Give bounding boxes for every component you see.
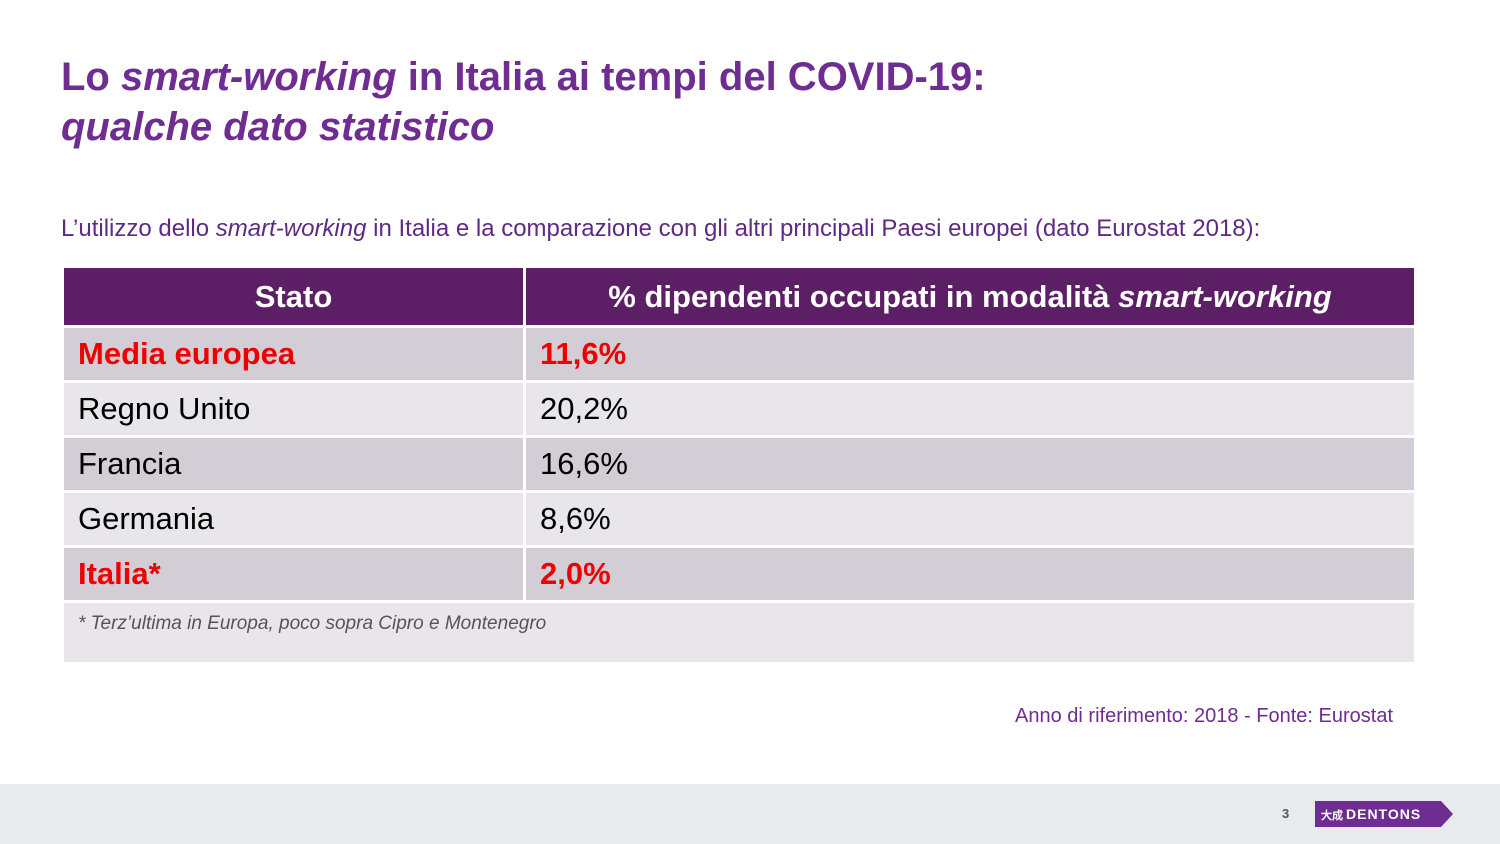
title-line-1: Lo smart-working in Italia ai tempi del … xyxy=(61,52,986,102)
cell-stato: Italia* xyxy=(61,545,526,603)
table-row: Italia* 2,0% xyxy=(61,545,1417,603)
cell-percent: 8,6% xyxy=(523,490,1417,548)
cell-stato: Germania xyxy=(61,490,526,548)
table-footnote: * Terz’ultima in Europa, poco sopra Cipr… xyxy=(61,600,1417,665)
logo-chinese-text: 大成 xyxy=(1321,808,1343,822)
table-row: Germania 8,6% xyxy=(61,490,1417,548)
page-number: 3 xyxy=(1282,806,1290,821)
cell-percent: 20,2% xyxy=(523,380,1417,438)
logo-text: DENTONS xyxy=(1346,806,1421,822)
cell-percent: 16,6% xyxy=(523,435,1417,493)
title-italic-term: smart-working xyxy=(120,55,397,99)
cell-stato: Francia xyxy=(61,435,526,493)
dentons-logo: 大成 DENTONS xyxy=(1315,801,1453,827)
cell-percent: 2,0% xyxy=(523,545,1417,603)
source-note: Anno di riferimento: 2018 - Fonte: Euros… xyxy=(1015,705,1393,727)
header-percent-text: % dipendenti occupati in modalità xyxy=(608,278,1119,314)
table-note-row: * Terz’ultima in Europa, poco sopra Cipr… xyxy=(61,600,1417,665)
dentons-logo-shape: 大成 DENTONS xyxy=(1315,801,1453,827)
cell-stato: Media europea xyxy=(61,325,526,383)
header-percent: % dipendenti occupati in modalità smart-… xyxy=(523,265,1417,328)
table-row: Media europea 11,6% xyxy=(61,325,1417,383)
table-row: Francia 16,6% xyxy=(61,435,1417,493)
title-text-2: in Italia ai tempi del COVID-19: xyxy=(396,55,986,99)
title-line-2: qualche dato statistico xyxy=(61,105,495,149)
table-header-row: Stato % dipendenti occupati in modalità … xyxy=(61,265,1417,328)
intro-text-1: L’utilizzo dello xyxy=(61,215,216,242)
slide-title: Lo smart-working in Italia ai tempi del … xyxy=(61,52,986,152)
title-text-1: Lo xyxy=(61,55,121,99)
header-stato: Stato xyxy=(61,265,526,328)
cell-percent: 11,6% xyxy=(523,325,1417,383)
intro-text: L’utilizzo dello smart-working in Italia… xyxy=(61,212,1260,246)
slide-footer: 3 大成 DENTONS xyxy=(0,784,1500,844)
intro-text-2: in Italia e la comparazione con gli altr… xyxy=(366,215,1261,242)
table-row: Regno Unito 20,2% xyxy=(61,380,1417,438)
intro-italic-term: smart-working xyxy=(215,215,367,242)
cell-stato: Regno Unito xyxy=(61,380,526,438)
statistics-table: Stato % dipendenti occupati in modalità … xyxy=(61,265,1417,665)
header-percent-italic: smart-working xyxy=(1118,278,1332,314)
